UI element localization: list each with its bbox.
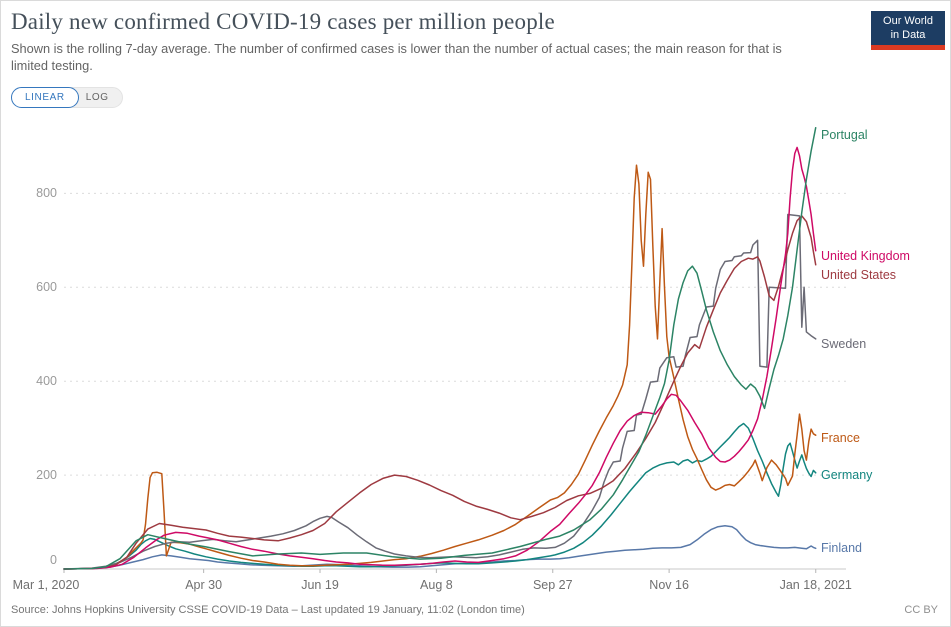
- owid-logo[interactable]: Our World in Data: [871, 11, 945, 50]
- line-sweden[interactable]: [63, 213, 817, 570]
- y-axis-label-0: 0: [50, 553, 57, 567]
- license-badge[interactable]: CC BY: [904, 604, 938, 616]
- x-axis-label-Mar-1-2020: Mar 1, 2020: [12, 578, 80, 592]
- y-axis-label-800: 800: [36, 186, 57, 201]
- line-finland[interactable]: [63, 525, 817, 570]
- page-title: Daily new confirmed COVID-19 cases per m…: [11, 9, 555, 34]
- line-united-states[interactable]: [63, 215, 817, 570]
- line-united-kingdom[interactable]: [63, 146, 817, 570]
- y-axis-label-200: 200: [36, 468, 57, 483]
- x-axis-label-Jan-18-2021: Jan 18, 2021: [779, 578, 852, 592]
- page-subtitle: Shown is the rolling 7-day average. The …: [11, 41, 782, 73]
- owid-logo-line2: in Data: [890, 29, 926, 41]
- x-axis-label-Nov-16: Nov 16: [649, 578, 689, 592]
- x-axis-label-Jun-19: Jun 19: [301, 578, 339, 592]
- x-axis-label-Sep-27: Sep 27: [532, 578, 573, 592]
- line-france[interactable]: [63, 164, 817, 570]
- x-axis-label-Apr-30: Apr 30: [185, 578, 223, 592]
- line-portugal[interactable]: [63, 126, 817, 570]
- y-axis-label-600: 600: [36, 280, 57, 295]
- series-label-united-states[interactable]: United States: [821, 267, 897, 282]
- series-label-germany[interactable]: Germany: [821, 467, 873, 482]
- scale-toggle: LINEAR LOG: [11, 87, 123, 108]
- x-axis-label-Aug-8: Aug 8: [420, 578, 453, 592]
- series-label-sweden[interactable]: Sweden: [821, 336, 867, 351]
- y-axis-label-400: 400: [36, 374, 57, 389]
- linear-scale-button[interactable]: LINEAR: [11, 87, 79, 108]
- series-label-united-kingdom[interactable]: United Kingdom: [821, 248, 910, 263]
- line-germany[interactable]: [63, 422, 817, 570]
- series-label-finland[interactable]: Finland: [821, 541, 862, 556]
- owid-logo-line1: Our World: [883, 15, 933, 27]
- series-label-france[interactable]: France: [821, 431, 860, 446]
- source-note: Source: Johns Hopkins University CSSE CO…: [11, 604, 525, 616]
- series-label-portugal[interactable]: Portugal: [821, 127, 868, 142]
